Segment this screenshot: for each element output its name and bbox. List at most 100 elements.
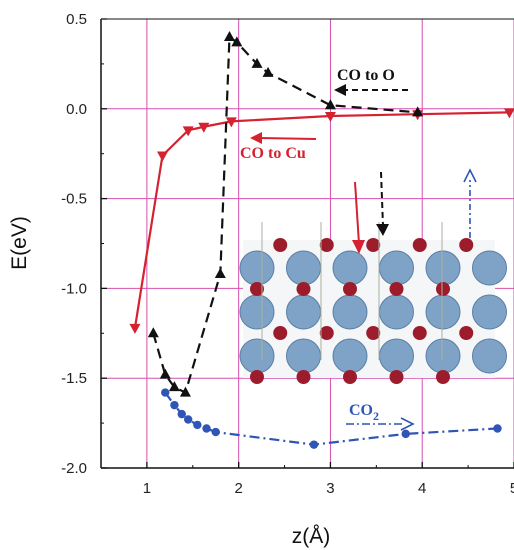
series-line-1 [133, 111, 510, 329]
annotation-layer: CO to O CO to Cu CO2 [240, 67, 415, 431]
cu-atom [425, 338, 461, 374]
data-point [177, 409, 186, 419]
co-to-cu-arrow-head [250, 132, 262, 144]
o-atom [296, 282, 311, 296]
data-point [309, 440, 319, 449]
cu-atom [379, 250, 414, 286]
o-atom [389, 370, 404, 384]
cu-atom [472, 250, 507, 286]
cu-atom [332, 294, 368, 330]
x-tick-label: 4 [418, 480, 426, 497]
data-point [412, 106, 424, 117]
o-atom [459, 238, 474, 252]
data-point [182, 126, 194, 137]
o-atom [366, 326, 381, 340]
y-tick-label: -0.5 [61, 191, 87, 208]
data-point [193, 420, 202, 430]
inset-molecular-structure [239, 168, 507, 384]
data-point [147, 327, 159, 338]
o-atom [343, 282, 357, 296]
o-atom [436, 370, 450, 384]
red-arrow-head [352, 240, 365, 254]
o-atom [412, 326, 427, 340]
data-point [493, 424, 502, 433]
annotation-co2: CO2 [349, 402, 379, 423]
y-tick-label: -1.0 [61, 280, 87, 297]
blue-arrow-head [463, 168, 477, 183]
o-atom [296, 370, 311, 384]
y-tick-label: 0.0 [66, 101, 87, 118]
cu-atom [239, 338, 275, 374]
cu-atom [379, 294, 414, 330]
data-point [503, 108, 514, 119]
o-atom [459, 326, 474, 340]
o-atom [250, 282, 264, 296]
cu-atom [286, 250, 321, 286]
axes [100, 18, 514, 469]
data-point [214, 268, 226, 279]
cu-atom [332, 338, 368, 374]
x-tick-label: 2 [234, 480, 242, 497]
annotation-co2-subscript: 2 [373, 409, 379, 423]
data-point [179, 386, 191, 397]
tick-labels: 1 2 3 4 5 0.5 0.0 -0.5 -1.0 -1.5 -2.0 [61, 11, 514, 497]
data-point [225, 117, 237, 128]
cu-atom [425, 250, 461, 286]
co-to-cu-arrow-shaft [259, 137, 317, 140]
co2-arrow-head [400, 417, 415, 431]
data-point [324, 99, 336, 110]
data-point [183, 415, 193, 424]
y-tick-label: 0.5 [66, 11, 87, 28]
data-point [202, 424, 211, 433]
data-point [156, 151, 168, 162]
cu-atom [239, 294, 275, 330]
black-arrow-shaft [380, 171, 384, 227]
data-point [198, 122, 210, 133]
o-atom [250, 370, 264, 384]
o-atom [343, 370, 357, 384]
o-atom [273, 238, 288, 252]
cu-atom [472, 338, 507, 374]
o-atom [389, 282, 404, 296]
cu-atom [379, 338, 414, 374]
data-point [211, 427, 220, 437]
data-point [168, 381, 180, 392]
o-atom [319, 326, 334, 340]
cu-atom [286, 294, 321, 330]
x-tick-label: 3 [326, 480, 334, 497]
data-point [223, 30, 235, 41]
x-axis-label: z(Å) [292, 525, 331, 548]
series-line-3 [164, 391, 498, 446]
data-point [129, 323, 141, 334]
o-atom [366, 238, 381, 252]
x-tick-label: 5 [510, 480, 514, 497]
y-axis-label: E(eV) [8, 216, 31, 270]
data-point [401, 429, 410, 439]
data-point [170, 400, 179, 410]
cu-atom [472, 294, 507, 330]
red-arrow-shaft [354, 181, 360, 245]
data-point [251, 57, 263, 68]
y-tick-label: -1.5 [61, 370, 87, 387]
data-point [262, 66, 274, 77]
annotation-co-to-o: CO to O [337, 67, 395, 84]
series-layer [129, 30, 514, 449]
cu-atom [425, 294, 461, 330]
co-to-o-arrow-head [334, 84, 346, 96]
cu-atom [286, 338, 321, 374]
cu-atom [332, 250, 368, 286]
annotation-co-to-cu: CO to Cu [240, 145, 306, 162]
data-point [231, 36, 243, 47]
y-tick-label: -2.0 [61, 460, 87, 477]
series-line-2 [152, 34, 418, 395]
o-atom [412, 238, 427, 252]
data-point [161, 388, 170, 397]
data-point [159, 368, 171, 379]
data-point [324, 111, 336, 122]
o-atom [273, 326, 288, 340]
o-atom [436, 282, 450, 296]
black-arrow-head [376, 224, 389, 236]
o-atom [319, 238, 334, 252]
x-tick-label: 1 [143, 480, 151, 497]
